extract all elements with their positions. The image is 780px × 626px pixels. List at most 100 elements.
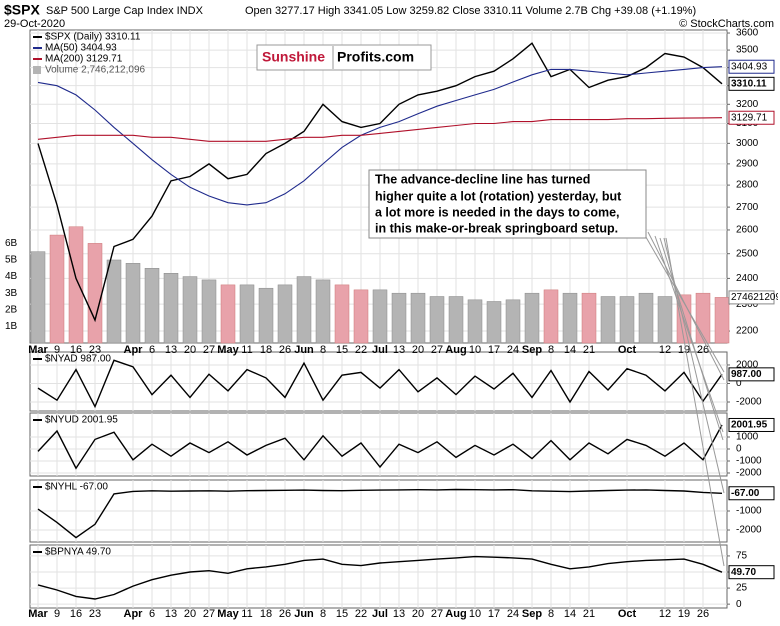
volume-bar (372, 289, 388, 344)
y-tick-label: 3000 (736, 138, 759, 149)
volume-bar (68, 226, 84, 344)
legend-entry: $NYAD 987.00 (45, 354, 111, 365)
last-value-box (728, 290, 775, 305)
volume-bar (106, 259, 122, 344)
x-tick-label: 27 (203, 608, 215, 620)
x-tick-label: Aug (445, 608, 466, 620)
symbol: $SPX (4, 2, 40, 18)
y-tick-label: 25 (736, 583, 748, 594)
volume-tick-label: 3B (5, 288, 18, 299)
x-tick-label: Oct (618, 608, 637, 620)
volume-bar (562, 292, 578, 344)
x-tick-label: 16 (70, 344, 82, 356)
volume-tick-label: 2B (5, 304, 18, 315)
last-value-box (728, 367, 775, 382)
y-tick-label: 3200 (736, 99, 759, 110)
annotation: higher quite a lot (rotation) yesterday,… (375, 189, 622, 203)
x-tick-label: Jun (294, 608, 314, 620)
x-tick-label: 20 (412, 608, 424, 620)
last-value-label: 2746212096 (731, 292, 780, 303)
credit: © StockCharts.com (679, 18, 774, 30)
volume-bar (410, 292, 426, 344)
last-value-box (728, 486, 775, 501)
volume-bar (600, 296, 616, 344)
x-tick-label: Sep (522, 344, 542, 356)
x-tick-label: 12 (659, 608, 671, 620)
x-tick-label: 13 (393, 608, 405, 620)
y-tick-label: 2400 (736, 273, 759, 284)
x-tick-label: 11 (241, 608, 252, 620)
legend-entry: $NYHL -67.00 (45, 482, 108, 493)
x-tick-label: 20 (412, 344, 424, 356)
volume-bar (657, 296, 673, 344)
x-tick-label: Mar (28, 608, 48, 620)
y-tick-label: 75 (736, 551, 748, 562)
volume-bar (144, 268, 160, 344)
volume-bar (524, 292, 540, 344)
volume-bar (467, 299, 483, 344)
x-tick-label: 18 (260, 608, 272, 620)
x-tick-label: 17 (488, 344, 500, 356)
last-value-label: -67.00 (731, 488, 760, 499)
plots: 2200230024002500260027002800290030003100… (5, 28, 780, 620)
x-tick-label: Jul (372, 344, 388, 356)
series-line (37, 424, 723, 470)
x-tick-label: 21 (583, 608, 595, 620)
x-tick-label: Aug (445, 344, 466, 356)
y-tick-label: 2000 (736, 360, 759, 371)
panel-frame (29, 412, 728, 477)
volume-bar (714, 297, 730, 344)
x-tick-label: 15 (336, 608, 348, 620)
y-tick-label: -2000 (736, 397, 762, 408)
x-tick-label: 21 (583, 344, 595, 356)
x-tick-label: 10 (469, 608, 481, 620)
last-value-box (728, 565, 775, 580)
x-tick-label: 14 (564, 608, 576, 620)
last-value-label: 2001.95 (731, 420, 768, 431)
x-tick-label: 19 (678, 608, 690, 620)
logo-black: Profits.com (337, 49, 414, 65)
series-line (37, 66, 723, 206)
x-tick-label: 24 (507, 608, 519, 620)
annotation: in this make-or-break springboard setup. (375, 221, 618, 235)
volume-bar (163, 273, 179, 344)
last-value-label: 49.70 (731, 567, 756, 578)
annotation: The advance-decline line has turned (375, 172, 590, 186)
volume-bar (239, 284, 255, 344)
legend-entry: Volume 2,746,212,096 (45, 65, 146, 76)
y-tick-label: 3500 (736, 45, 759, 56)
y-tick-label: 2200 (736, 326, 759, 337)
legend-entry: $SPX (Daily) 3310.11 (45, 32, 141, 43)
volume-bar (277, 284, 293, 344)
last-value-label: 3310.11 (731, 78, 767, 89)
volume-bar (448, 296, 464, 344)
volume-tick-label: 5B (5, 255, 18, 266)
series-line (37, 359, 723, 409)
logo-box (256, 44, 432, 71)
x-tick-label: 6 (149, 608, 155, 620)
volume-bar (220, 284, 236, 344)
y-tick-label: 1000 (736, 432, 759, 443)
x-tick-label: 23 (89, 344, 101, 356)
y-tick-label: -2000 (736, 525, 762, 536)
x-tick-label: 20 (184, 344, 196, 356)
date: 29-Oct-2020 (4, 18, 65, 30)
volume-bar (49, 234, 65, 344)
last-value-box (728, 59, 775, 74)
y-tick-label: 0 (736, 599, 742, 610)
annotation: a lot more is needed in the days to come… (375, 205, 620, 219)
last-value-box (728, 417, 775, 432)
volume-bar (353, 289, 369, 344)
x-tick-label: 14 (564, 344, 576, 356)
last-value-label: 3129.71 (731, 112, 768, 123)
x-tick-label: 27 (431, 608, 443, 620)
y-tick-label: 0 (736, 378, 742, 389)
annotation-box (368, 169, 647, 239)
last-value-box (728, 110, 775, 125)
x-tick-label: 26 (279, 344, 291, 356)
x-tick-label: 27 (203, 344, 215, 356)
x-tick-label: 20 (184, 608, 196, 620)
last-value-label: 987.00 (731, 369, 762, 380)
volume-bar (201, 279, 217, 344)
